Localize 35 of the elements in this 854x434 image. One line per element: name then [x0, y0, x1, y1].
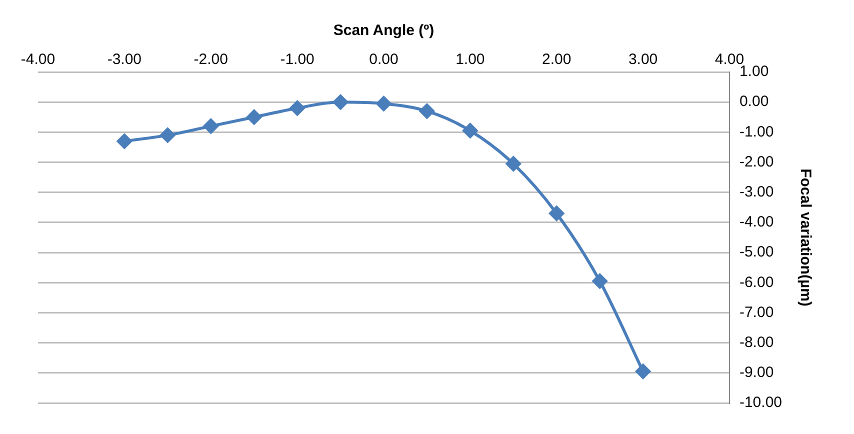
point	[506, 156, 521, 172]
x-tick-label: 3.00	[628, 51, 658, 68]
y-axis-title: Focal variation(µm)	[796, 168, 814, 306]
y-tick-label: -10.00	[739, 394, 782, 412]
y-tick-label: -5.00	[739, 244, 774, 261]
y-tick-label: -9.00	[739, 364, 774, 382]
point	[333, 94, 348, 110]
point	[419, 104, 434, 119]
y-tick-label: -1.00	[739, 123, 774, 140]
point	[376, 96, 392, 112]
x-tick-label: 1.00	[456, 51, 485, 68]
point	[203, 118, 218, 134]
x-tick-label: -1.00	[280, 51, 314, 68]
x-tick-label: 2.00	[542, 51, 572, 68]
point	[290, 100, 305, 116]
point	[592, 274, 608, 289]
point	[549, 206, 564, 221]
y-tick-label: 0.00	[739, 93, 769, 110]
y-tick-label: -2.00	[739, 153, 774, 170]
x-tick-label: 0.00	[369, 51, 398, 68]
x-tick-label: -4.00	[20, 51, 56, 68]
point	[636, 364, 651, 379]
point	[246, 110, 262, 125]
point	[116, 134, 132, 149]
y-tick-label: -7.00	[739, 304, 774, 321]
y-tick-label: 1.00	[739, 63, 769, 80]
y-tick-label: -3.00	[739, 184, 774, 201]
x-tick-label: -3.00	[107, 51, 142, 68]
y-tick-label: -8.00	[739, 334, 774, 351]
x-axis-title: Scan Angle (º)	[333, 22, 434, 40]
point	[160, 128, 176, 143]
point	[462, 123, 478, 138]
y-tick-label: -4.00	[739, 214, 774, 231]
x-tick-label: -2.00	[194, 51, 228, 68]
y-tick-label: -6.00	[739, 274, 774, 291]
